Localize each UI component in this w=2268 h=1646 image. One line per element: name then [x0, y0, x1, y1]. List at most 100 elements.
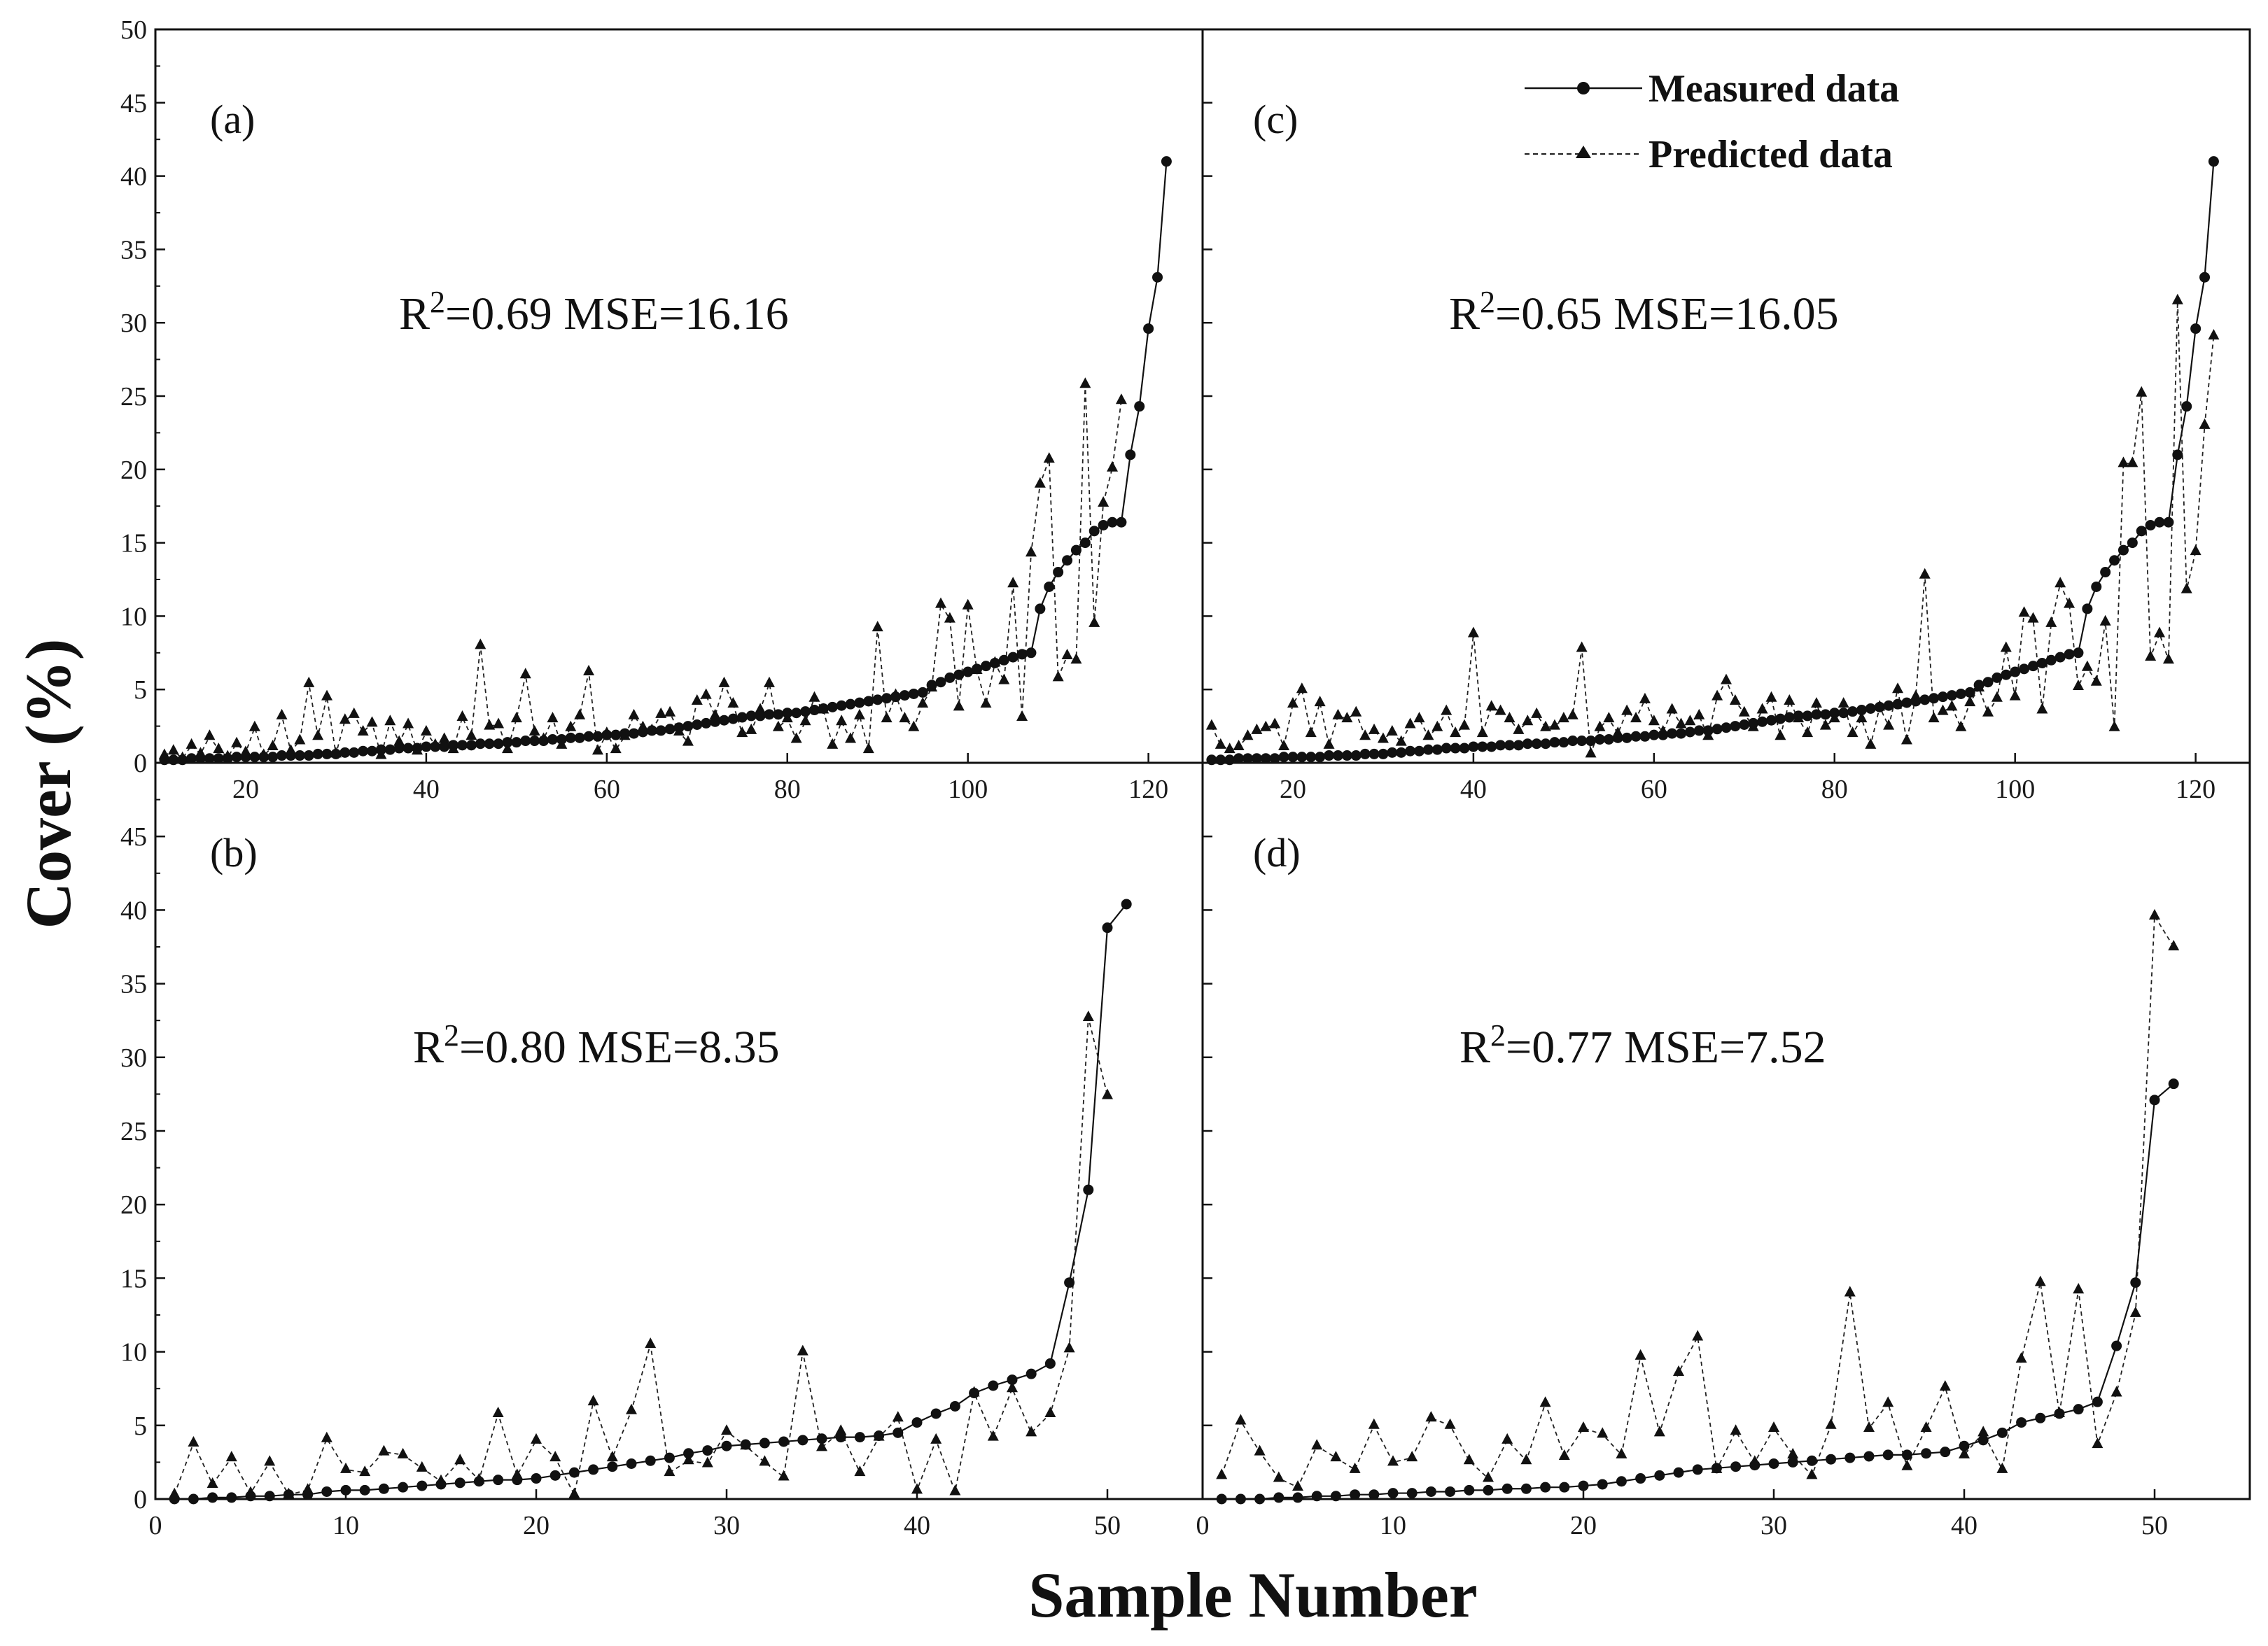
measured-point: [1044, 1358, 1056, 1369]
measured-point: [1806, 1455, 1817, 1466]
measured-point: [1098, 519, 1109, 530]
measured-point: [188, 1493, 199, 1505]
predicted-point: [456, 710, 468, 722]
predicted-point: [1756, 703, 1768, 714]
measured-point: [1612, 732, 1623, 743]
measured-point: [827, 701, 838, 712]
measured-point: [1567, 736, 1578, 747]
predicted-point: [1107, 460, 1119, 472]
predicted-point: [1567, 708, 1578, 719]
measured-point: [538, 736, 550, 747]
predicted-point: [2129, 1306, 2141, 1317]
predicted-point: [935, 597, 946, 608]
measured-point: [1594, 733, 1605, 745]
measured-point: [2054, 652, 2066, 663]
predicted-point: [1332, 708, 1344, 719]
measured-point: [1445, 1486, 1456, 1497]
predicted-point: [231, 736, 243, 747]
measured-point: [1928, 693, 1940, 704]
measured-point: [1940, 1447, 1951, 1458]
measured-point: [1559, 1482, 1570, 1493]
predicted-point: [1901, 1459, 1913, 1470]
measured-point: [283, 1489, 294, 1500]
predicted-point: [1693, 708, 1705, 719]
predicted-point: [1387, 1455, 1399, 1466]
predicted-point: [420, 724, 432, 736]
measured-point: [2019, 663, 2030, 675]
measured-point: [935, 677, 946, 688]
measured-point: [797, 1435, 808, 1446]
predicted-point: [700, 688, 712, 699]
predicted-point: [2054, 577, 2066, 588]
predicted-point: [248, 720, 260, 731]
predicted-point: [2027, 612, 2039, 623]
predicted-point: [854, 1465, 866, 1477]
measured-point: [626, 1458, 637, 1470]
measured-point: [911, 1417, 923, 1428]
measured-point: [1273, 1492, 1284, 1503]
measured-point: [439, 741, 450, 752]
predicted-point: [2118, 456, 2129, 467]
predicted-point: [1341, 712, 1353, 723]
predicted-point: [213, 743, 225, 754]
measured-point: [1235, 1493, 1246, 1505]
predicted-point: [1233, 739, 1245, 750]
predicted-point: [1729, 694, 1741, 705]
measured-point: [629, 728, 640, 739]
y-tick-label: 15: [120, 529, 147, 558]
measured-point: [2127, 537, 2138, 549]
predicted-point: [2000, 641, 2012, 652]
y-tick-label: 0: [134, 1485, 147, 1514]
predicted-point: [1404, 717, 1416, 729]
predicted-point: [1205, 719, 1217, 730]
measured-point: [2111, 1340, 2122, 1351]
measured-point: [1502, 1483, 1513, 1494]
measured-point: [1324, 750, 1335, 761]
measured-point: [1676, 728, 1687, 739]
measured-point: [1883, 700, 1894, 711]
predicted-point: [2168, 940, 2180, 950]
predicted-point: [264, 1455, 276, 1466]
predicted-point: [2081, 660, 2093, 671]
measured-point: [1414, 745, 1425, 757]
measured-point: [718, 715, 729, 726]
measured-point: [1287, 752, 1298, 763]
measured-point: [1793, 710, 1804, 722]
predicted-point: [808, 691, 820, 702]
measured-point: [1368, 748, 1380, 759]
predicted-point: [1920, 1421, 1932, 1433]
predicted-point: [568, 1487, 580, 1498]
predicted-point: [701, 1456, 713, 1468]
measured-point: [1406, 1488, 1418, 1499]
predicted-point: [1214, 738, 1226, 749]
predicted-point: [1082, 1010, 1094, 1021]
predicted-point: [1721, 673, 1732, 684]
measured-point: [1387, 1488, 1399, 1499]
predicted-point: [1639, 692, 1651, 703]
measured-point: [645, 1455, 656, 1466]
measured-point: [1996, 1427, 2008, 1438]
predicted-point: [1684, 715, 1696, 726]
measured-point: [1044, 581, 1055, 592]
measured-point: [2001, 669, 2012, 680]
predicted-point: [1432, 720, 1443, 731]
predicted-point: [845, 732, 857, 743]
x-tick-label: 50: [1094, 1511, 1121, 1540]
measured-point: [1296, 752, 1308, 763]
measured-point: [1378, 748, 1389, 759]
measured-point: [1422, 744, 1434, 755]
stat-annotation: R2=0.80 MSE=8.35: [413, 1018, 780, 1073]
predicted-point: [1088, 616, 1100, 627]
measured-point: [1693, 725, 1704, 736]
measured-point: [926, 680, 937, 691]
predicted-point: [1292, 1480, 1303, 1491]
predicted-point: [1825, 1418, 1837, 1429]
x-tick-label: 80: [774, 775, 801, 804]
predicted-point: [998, 673, 1010, 684]
measured-point: [845, 698, 856, 710]
predicted-point: [1585, 747, 1597, 758]
y-axis-title: Cover (%): [13, 639, 84, 929]
measured-point: [1233, 753, 1245, 764]
predicted-point: [709, 708, 721, 719]
